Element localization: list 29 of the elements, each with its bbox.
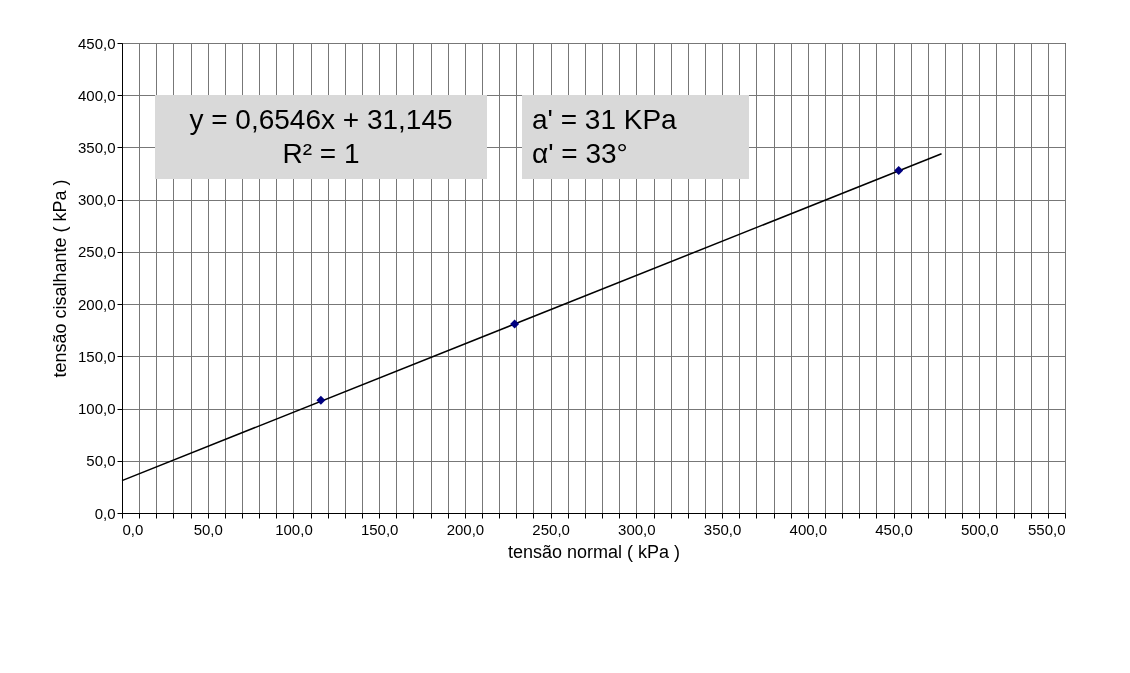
y-tick-label: 0,0 — [94, 504, 116, 522]
y-tick-label: 100,0 — [77, 400, 116, 418]
x-tick-label: 550,0 — [1027, 520, 1066, 538]
x-tick-label: 0,0 — [122, 520, 144, 538]
annotation: y = 0,6546x + 31,145 R² = 1 — [155, 95, 487, 179]
y-tick-label: 350,0 — [77, 138, 116, 156]
point — [316, 395, 326, 405]
x-tick-label: 100,0 — [275, 520, 313, 538]
x-tick-label: 150,0 — [360, 520, 399, 538]
y-tick-label: 200,0 — [77, 295, 116, 313]
y-tick-label: 50,0 — [86, 452, 116, 470]
x-tick-label: 200,0 — [446, 520, 485, 538]
x-tick-label: 350,0 — [703, 520, 742, 538]
point — [510, 319, 520, 329]
x-tick-label: 50,0 — [193, 520, 223, 538]
annotation: a' = 31 KPa α' = 33° — [522, 95, 749, 179]
y-tick-label: 400,0 — [77, 86, 116, 104]
y-axis-title: tensão cisalhante ( kPa ) — [49, 179, 70, 378]
x-tick-label: 500,0 — [961, 520, 999, 538]
y-tick-label: 300,0 — [77, 191, 116, 209]
x-axis-title: tensão normal ( kPa ) — [507, 541, 681, 562]
y-tick-label: 150,0 — [77, 347, 116, 365]
x-tick-label: 250,0 — [532, 520, 570, 538]
point — [894, 165, 904, 175]
x-tick-label: 400,0 — [789, 520, 828, 538]
y-tick-label: 250,0 — [77, 243, 116, 261]
x-tick-label: 450,0 — [875, 520, 913, 538]
y-tick-label: 450,0 — [77, 34, 116, 52]
x-tick-label: 300,0 — [618, 520, 656, 538]
